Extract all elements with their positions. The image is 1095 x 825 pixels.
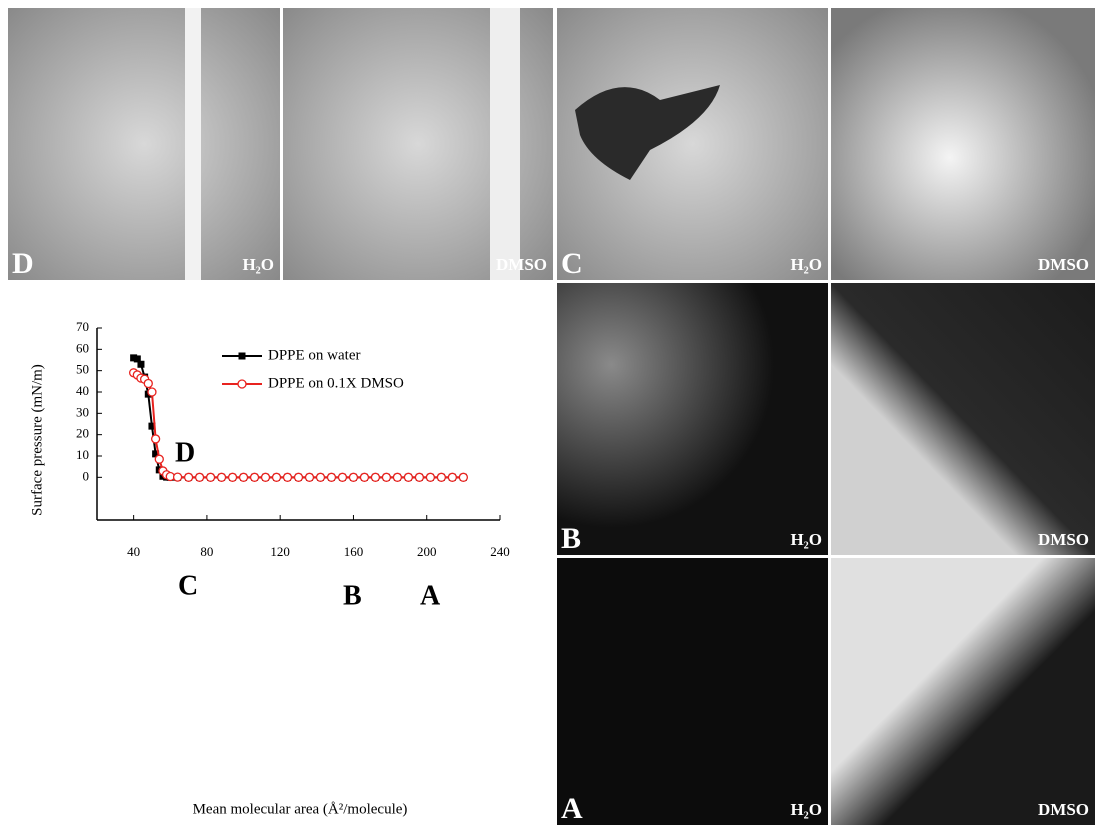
marker bbox=[437, 473, 445, 481]
y-tick-label: 0 bbox=[83, 468, 90, 483]
marker bbox=[240, 473, 248, 481]
annotation: B bbox=[343, 580, 362, 611]
image-panel bbox=[831, 558, 1095, 825]
marker bbox=[152, 435, 160, 443]
marker bbox=[382, 473, 390, 481]
marker bbox=[196, 473, 204, 481]
panel-medium: DMSO bbox=[1038, 530, 1089, 549]
legend-label: DPPE on water bbox=[268, 347, 361, 363]
marker bbox=[155, 455, 163, 463]
marker bbox=[295, 473, 303, 481]
legend-marker bbox=[239, 353, 246, 360]
panel-medium: H₂O bbox=[790, 530, 822, 549]
panel-medium: DMSO bbox=[1038, 800, 1089, 819]
marker bbox=[349, 473, 357, 481]
interference-band bbox=[490, 8, 520, 280]
x-tick-label: 120 bbox=[270, 544, 290, 559]
y-tick-label: 60 bbox=[76, 340, 89, 355]
marker bbox=[207, 473, 215, 481]
image-panel bbox=[557, 558, 828, 825]
image-panel bbox=[831, 283, 1095, 555]
x-tick-label: 200 bbox=[417, 544, 437, 559]
marker bbox=[137, 361, 144, 368]
panel-medium: H₂O bbox=[790, 800, 822, 819]
marker bbox=[448, 473, 456, 481]
y-tick-label: 70 bbox=[76, 319, 89, 334]
x-axis-label: Mean molecular area (Å²/molecule) bbox=[193, 801, 408, 817]
image-panel bbox=[8, 8, 280, 280]
annotation: D bbox=[175, 437, 195, 468]
marker bbox=[415, 473, 423, 481]
panel-letter: A bbox=[561, 792, 583, 825]
marker bbox=[273, 473, 281, 481]
y-tick-label: 40 bbox=[76, 383, 89, 398]
marker bbox=[327, 473, 335, 481]
image-panel bbox=[557, 283, 828, 555]
y-tick-label: 20 bbox=[76, 426, 89, 441]
marker bbox=[426, 473, 434, 481]
marker bbox=[262, 473, 270, 481]
marker bbox=[459, 473, 467, 481]
marker bbox=[148, 388, 156, 396]
panel-medium: DMSO bbox=[496, 255, 547, 274]
y-axis-label: Surface pressure (mN/m) bbox=[29, 364, 45, 516]
figure: Mean molecular area (Å²/molecule) Surfac… bbox=[0, 0, 1095, 825]
marker bbox=[371, 473, 379, 481]
legend-label: DPPE on 0.1X DMSO bbox=[268, 375, 404, 391]
marker bbox=[338, 473, 346, 481]
x-tick-label: 160 bbox=[344, 544, 364, 559]
panel-medium: H₂O bbox=[790, 255, 822, 274]
panel-medium: H₂O bbox=[242, 255, 274, 274]
x-tick-label: 40 bbox=[127, 544, 140, 559]
marker bbox=[218, 473, 226, 481]
marker bbox=[404, 473, 412, 481]
annotation: A bbox=[420, 580, 441, 611]
y-tick-label: 50 bbox=[76, 362, 89, 377]
image-panel bbox=[831, 8, 1095, 280]
marker bbox=[284, 473, 292, 481]
y-tick-label: 30 bbox=[76, 404, 89, 419]
panel-letter: B bbox=[561, 522, 581, 555]
marker bbox=[360, 473, 368, 481]
y-tick-label: 10 bbox=[76, 447, 89, 462]
marker bbox=[251, 473, 259, 481]
interference-band bbox=[185, 8, 201, 280]
marker bbox=[144, 379, 152, 387]
panel-letter: C bbox=[561, 247, 583, 280]
marker bbox=[393, 473, 401, 481]
marker bbox=[229, 473, 237, 481]
panel-letter: D bbox=[12, 247, 34, 280]
x-tick-label: 240 bbox=[490, 544, 510, 559]
marker bbox=[174, 473, 182, 481]
marker bbox=[185, 473, 193, 481]
annotation: C bbox=[178, 570, 198, 601]
legend-marker bbox=[238, 380, 246, 388]
marker bbox=[316, 473, 324, 481]
panel-medium: DMSO bbox=[1038, 255, 1089, 274]
marker bbox=[305, 473, 313, 481]
x-tick-label: 80 bbox=[200, 544, 213, 559]
